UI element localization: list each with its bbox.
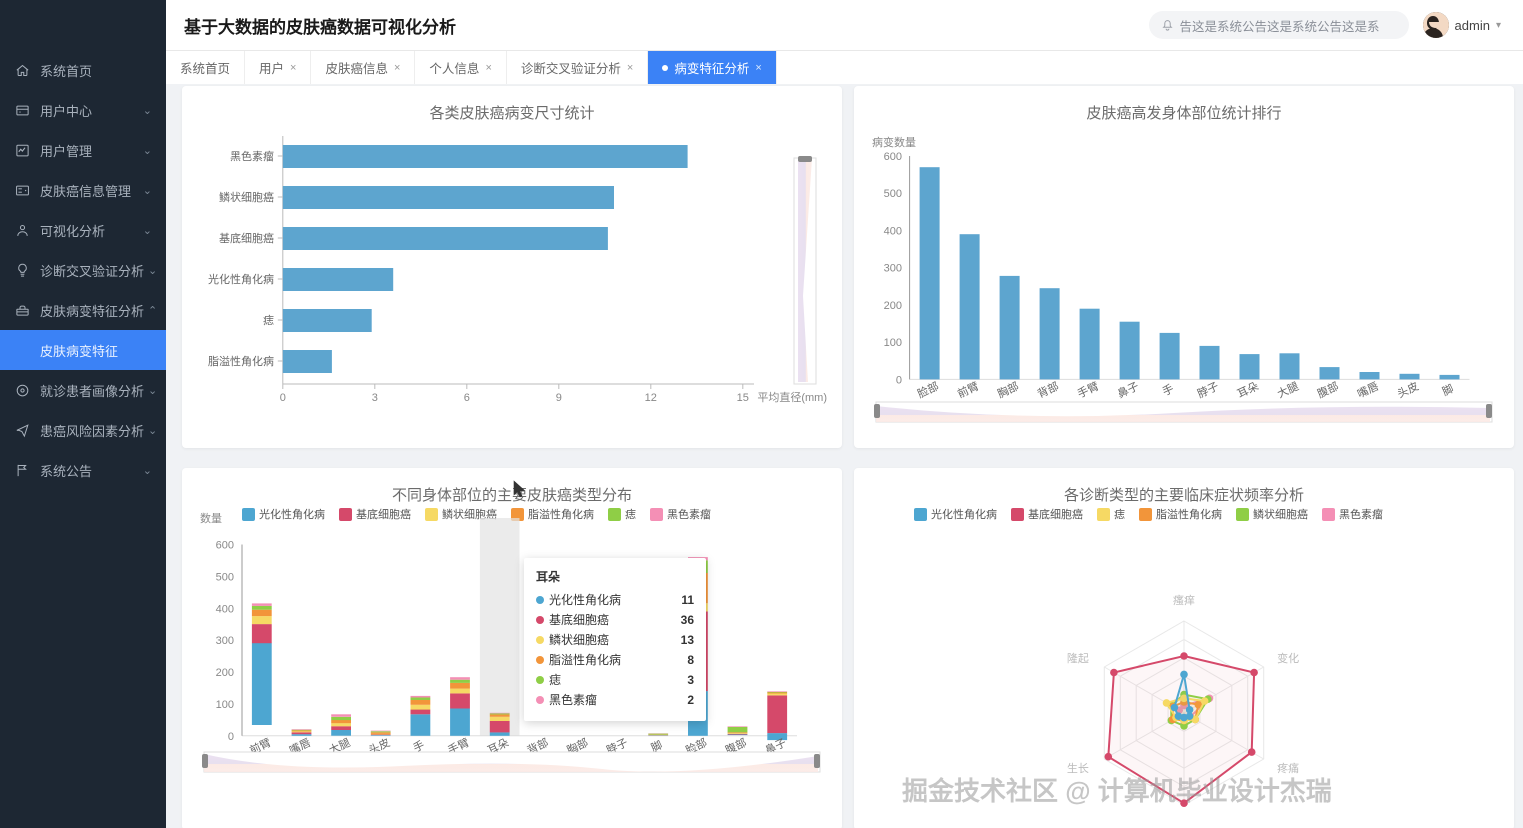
- svg-text:15: 15: [737, 392, 749, 404]
- svg-text:9: 9: [556, 392, 562, 404]
- svg-text:光化性角化病: 光化性角化病: [208, 272, 274, 286]
- svg-text:400: 400: [884, 226, 902, 238]
- svg-text:500: 500: [884, 188, 902, 200]
- svg-text:100: 100: [884, 337, 902, 349]
- svg-text:300: 300: [884, 263, 902, 275]
- svg-text:平均直径(mm): 平均直径(mm): [757, 390, 827, 404]
- svg-text:400: 400: [216, 603, 234, 615]
- svg-text:隆起: 隆起: [1067, 651, 1089, 665]
- svg-text:痣: 痣: [263, 313, 274, 327]
- svg-text:3: 3: [372, 392, 378, 404]
- svg-text:6: 6: [464, 392, 470, 404]
- svg-text:0: 0: [280, 392, 286, 404]
- svg-text:病变数量: 病变数量: [872, 135, 916, 149]
- svg-text:200: 200: [884, 300, 902, 312]
- svg-text:100: 100: [216, 699, 234, 711]
- svg-text:基底细胞癌: 基底细胞癌: [219, 231, 274, 245]
- svg-text:500: 500: [216, 571, 234, 583]
- svg-text:鳞状细胞癌: 鳞状细胞癌: [219, 190, 274, 204]
- svg-text:600: 600: [216, 540, 234, 552]
- svg-text:变化: 变化: [1277, 651, 1299, 665]
- svg-text:瘙痒: 瘙痒: [1173, 593, 1195, 607]
- svg-text:600: 600: [884, 151, 902, 163]
- svg-text:0: 0: [896, 374, 902, 386]
- svg-text:黑色素瘤: 黑色素瘤: [230, 149, 274, 163]
- svg-text:300: 300: [216, 635, 234, 647]
- svg-text:200: 200: [216, 667, 234, 679]
- svg-text:12: 12: [645, 392, 657, 404]
- svg-text:0: 0: [228, 731, 234, 743]
- svg-text:脂溢性角化病: 脂溢性角化病: [208, 354, 274, 368]
